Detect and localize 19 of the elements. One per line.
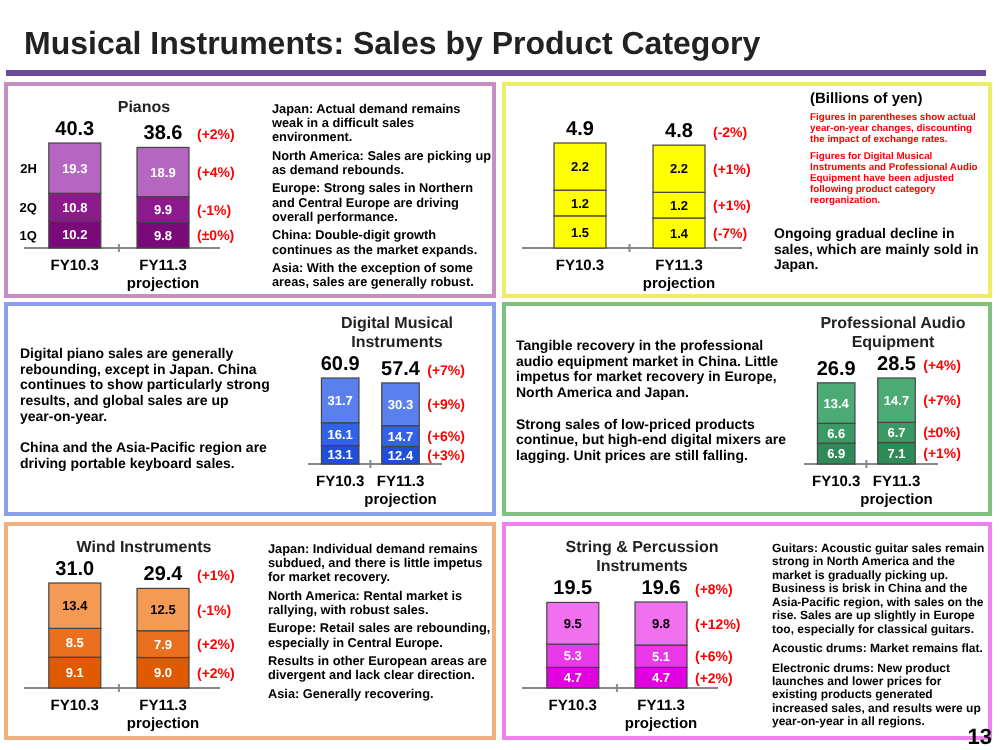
total-label: 60.9 <box>320 354 361 376</box>
chart-title: Pianos <box>117 98 172 116</box>
chart-title: Wind Instruments <box>76 538 213 556</box>
total-label: 29.4 <box>143 564 184 587</box>
text: Musical Instruments: Sales by Product Category <box>24 28 761 62</box>
total-label: 57.4 <box>381 358 421 381</box>
total-label: 26.9 <box>816 358 857 381</box>
chart-title: Professional Audio Equipment <box>820 314 966 351</box>
total-label: 4.9 <box>566 119 595 141</box>
total-label: 19.6 <box>641 578 682 600</box>
total-label: 38.6 <box>143 123 184 146</box>
chart-title: Digital Musical Instruments <box>340 314 454 351</box>
text: 13 <box>967 726 992 750</box>
chart-title: String & Percussion Instruments <box>565 538 719 575</box>
total-label: 40.3 <box>55 119 96 141</box>
total-label: 4.8 <box>665 121 694 144</box>
total-label: 31.0 <box>55 559 96 581</box>
total-label: 19.5 <box>553 578 594 601</box>
total-label: 28.5 <box>877 354 917 376</box>
